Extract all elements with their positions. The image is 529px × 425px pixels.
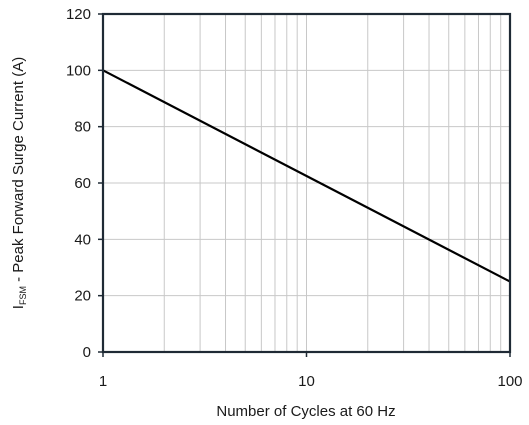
series-line [102,69,511,283]
series-layer [102,69,511,283]
y-tick-label: 40 [74,231,91,248]
y-tick-label: 60 [74,175,91,192]
y-tick-label: 100 [66,62,91,79]
x-tick-label: 100 [497,373,522,390]
x-tick-labels: 1 10 100 [99,373,523,390]
x-tick-label: 1 [99,373,107,390]
y-axis-title-subscript: FSM [18,286,28,305]
y-axis-title-suffix: - Peak Forward Surge Current (A) [10,57,27,286]
x-tick-label: 10 [298,373,315,390]
x-axis-title: Number of Cycles at 60 Hz [216,403,395,420]
grid [103,14,510,352]
tick-marks [98,13,511,357]
y-tick-label: 20 [74,288,91,305]
y-tick-labels: 0 20 40 60 80 100 120 [66,6,91,361]
y-tick-label: 80 [74,119,91,136]
y-tick-label: 120 [66,6,91,23]
y-axis-title: IFSM - Peak Forward Surge Current (A) [10,57,28,309]
y-tick-label: 0 [83,344,91,361]
y-axis-title-prefix: I [10,305,27,309]
